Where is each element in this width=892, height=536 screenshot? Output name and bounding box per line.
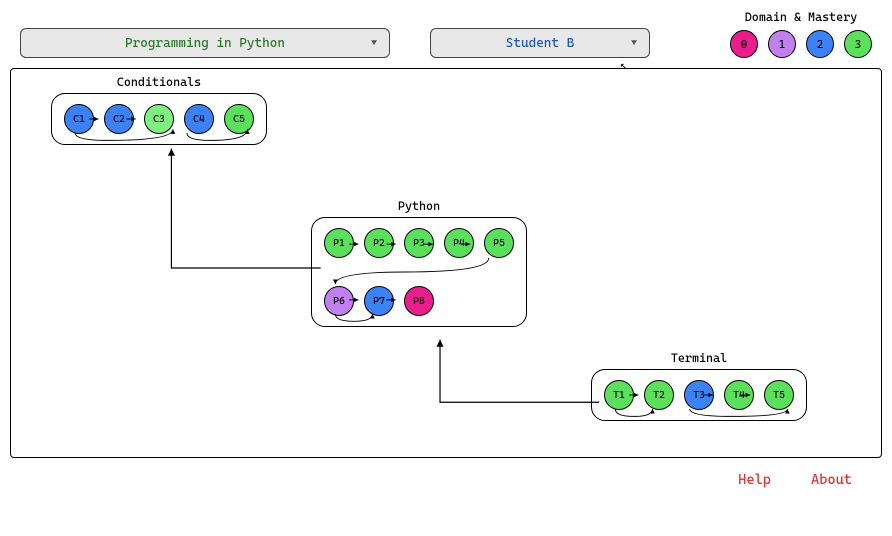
node-p1[interactable]: P1 <box>324 228 354 258</box>
node-c1[interactable]: C1 <box>64 104 94 134</box>
node-p6[interactable]: P6 <box>324 286 354 316</box>
node-t4[interactable]: T4 <box>724 380 754 410</box>
chevron-down-icon: ▼ <box>371 38 377 49</box>
node-p5[interactable]: P5 <box>484 228 514 258</box>
node-t2[interactable]: T2 <box>644 380 674 410</box>
legend-level-1: 1 <box>768 30 796 58</box>
course-dropdown[interactable]: Programming in Python ▼ <box>20 28 390 58</box>
chevron-down-icon: ▼ <box>631 38 637 49</box>
diagram-canvas: Conditionals C1 C2 C3 C4 C5 Python <box>10 68 882 458</box>
node-p4[interactable]: P4 <box>444 228 474 258</box>
node-c3[interactable]: C3 <box>144 104 174 134</box>
legend-level-0: 0 <box>730 30 758 58</box>
student-dropdown[interactable]: Student B ▼ <box>430 28 650 58</box>
legend-level-3: 3 <box>844 30 872 58</box>
module-conditionals: Conditionals C1 C2 C3 C4 C5 <box>51 75 267 145</box>
node-c4[interactable]: C4 <box>184 104 214 134</box>
node-c2[interactable]: C2 <box>104 104 134 134</box>
student-dropdown-label: Student B <box>506 36 575 51</box>
node-t5[interactable]: T5 <box>764 380 794 410</box>
mastery-legend: Domain & Mastery 0123 <box>730 10 872 58</box>
module-title: Python <box>311 199 527 213</box>
module-title: Terminal <box>591 351 807 365</box>
node-p3[interactable]: P3 <box>404 228 434 258</box>
node-t3[interactable]: T3 <box>684 380 714 410</box>
module-python: Python P1 P2 P3 P4 P5 P6 P7 P8 <box>311 199 527 327</box>
help-link[interactable]: Help <box>738 472 771 488</box>
node-p2[interactable]: P2 <box>364 228 394 258</box>
node-p7[interactable]: P7 <box>364 286 394 316</box>
module-terminal: Terminal T1 T2 T3 T4 T5 <box>591 351 807 421</box>
about-link[interactable]: About <box>811 472 852 488</box>
footer-links: Help About <box>10 458 882 488</box>
module-title: Conditionals <box>51 75 267 89</box>
legend-level-2: 2 <box>806 30 834 58</box>
node-p8[interactable]: P8 <box>404 286 434 316</box>
legend-title: Domain & Mastery <box>745 10 858 24</box>
node-c5[interactable]: C5 <box>224 104 254 134</box>
course-dropdown-label: Programming in Python <box>125 36 285 51</box>
node-t1[interactable]: T1 <box>604 380 634 410</box>
